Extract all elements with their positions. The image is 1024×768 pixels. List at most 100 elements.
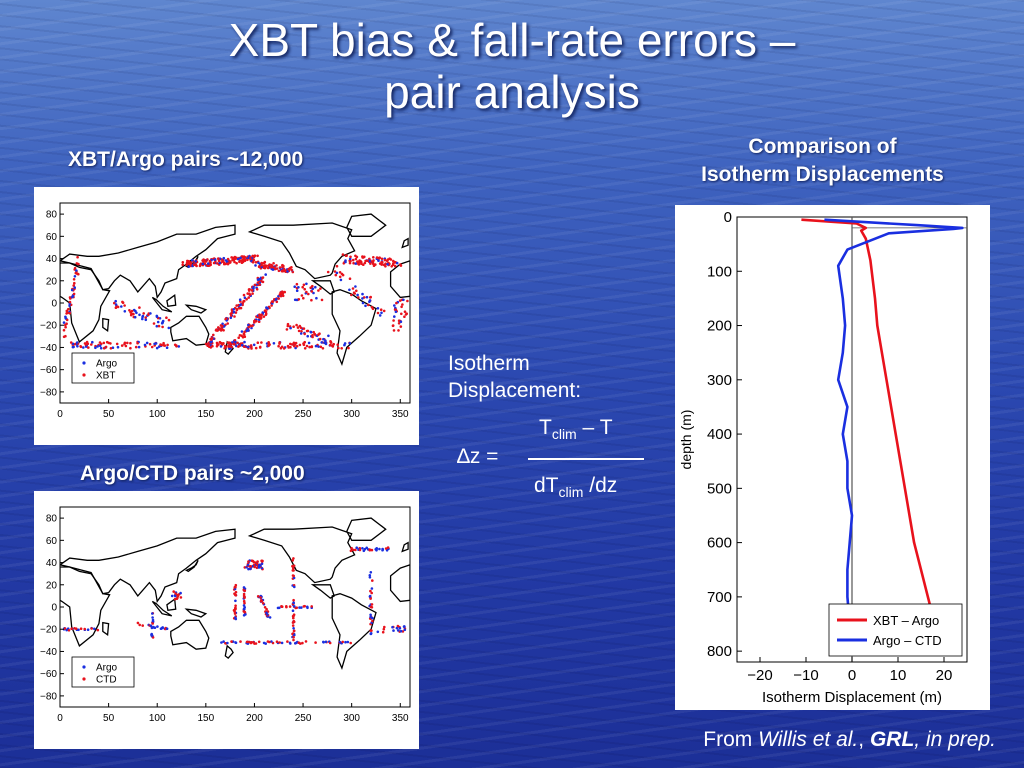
legend-box bbox=[71, 352, 135, 384]
data-point bbox=[73, 266, 77, 270]
data-point bbox=[290, 266, 293, 269]
data-point bbox=[251, 292, 254, 295]
data-point bbox=[267, 344, 270, 347]
data-point bbox=[354, 285, 357, 288]
data-point bbox=[138, 313, 141, 317]
data-point bbox=[132, 312, 135, 316]
data-point bbox=[165, 627, 169, 630]
source-prefix: From bbox=[703, 728, 759, 751]
data-point bbox=[337, 346, 340, 350]
data-point bbox=[291, 569, 295, 572]
data-point bbox=[374, 548, 378, 551]
data-point bbox=[303, 332, 307, 336]
data-point bbox=[72, 284, 75, 287]
y-tick-label: 500 bbox=[707, 480, 732, 497]
legend-marker bbox=[82, 677, 86, 681]
data-point bbox=[295, 344, 299, 348]
data-point bbox=[232, 310, 236, 314]
data-point bbox=[256, 341, 260, 344]
data-point bbox=[314, 285, 317, 289]
data-point bbox=[252, 641, 255, 644]
data-point bbox=[355, 255, 359, 259]
data-point bbox=[369, 296, 372, 299]
data-point bbox=[326, 270, 330, 274]
data-point bbox=[346, 640, 350, 644]
data-point bbox=[217, 257, 220, 261]
data-point bbox=[85, 340, 89, 344]
data-point bbox=[242, 599, 246, 603]
data-point bbox=[310, 290, 314, 293]
data-point bbox=[293, 344, 296, 348]
data-point bbox=[298, 606, 301, 609]
data-point bbox=[238, 298, 242, 301]
data-point bbox=[302, 327, 306, 330]
data-point bbox=[93, 627, 96, 631]
data-point bbox=[371, 619, 374, 623]
data-point bbox=[282, 347, 286, 350]
coastline bbox=[60, 566, 111, 647]
data-point bbox=[222, 342, 225, 345]
argo-ctd-map-plot: 0 50 100 150 200 250 300 350806040200−20−40−60−… bbox=[40, 506, 411, 724]
data-point bbox=[204, 260, 208, 263]
data-point bbox=[392, 329, 396, 332]
data-point bbox=[172, 590, 175, 593]
data-point bbox=[65, 628, 68, 632]
data-point bbox=[357, 296, 360, 299]
data-point bbox=[401, 303, 404, 306]
data-point bbox=[79, 627, 83, 630]
data-point bbox=[295, 282, 299, 286]
data-point bbox=[265, 306, 268, 309]
data-point bbox=[364, 304, 367, 308]
data-point bbox=[257, 640, 261, 644]
data-point bbox=[348, 261, 352, 265]
data-point bbox=[369, 613, 372, 617]
data-point bbox=[278, 641, 281, 644]
data-point bbox=[368, 548, 372, 551]
coastline bbox=[224, 644, 234, 659]
data-point bbox=[233, 260, 236, 264]
data-point bbox=[237, 336, 240, 339]
data-point bbox=[259, 277, 262, 281]
data-point bbox=[392, 262, 395, 265]
data-point bbox=[354, 257, 358, 261]
data-point bbox=[141, 317, 144, 321]
data-point bbox=[350, 546, 353, 550]
data-point bbox=[128, 309, 131, 312]
data-point bbox=[361, 292, 364, 296]
data-point bbox=[395, 626, 399, 630]
data-point bbox=[266, 640, 270, 643]
data-point bbox=[174, 592, 177, 595]
data-point bbox=[258, 345, 262, 349]
data-point bbox=[271, 268, 275, 271]
data-point bbox=[303, 347, 307, 350]
y-tick-label: 200 bbox=[707, 318, 732, 335]
data-point bbox=[67, 307, 70, 311]
x-tick-label: 300 bbox=[343, 713, 360, 724]
y-tick-label: 40 bbox=[46, 558, 58, 569]
data-point bbox=[156, 625, 159, 628]
data-point bbox=[160, 626, 164, 630]
data-point bbox=[69, 297, 72, 300]
data-point bbox=[256, 254, 259, 258]
data-point bbox=[151, 618, 155, 622]
data-point bbox=[111, 346, 115, 349]
y-tick-label: −20 bbox=[40, 625, 57, 636]
data-point bbox=[75, 269, 78, 272]
data-point bbox=[379, 308, 383, 311]
data-point bbox=[318, 337, 322, 341]
data-point bbox=[335, 264, 339, 268]
data-point bbox=[134, 309, 137, 313]
data-point bbox=[136, 621, 140, 625]
data-point bbox=[179, 596, 183, 599]
data-point bbox=[362, 256, 365, 259]
data-point bbox=[241, 302, 244, 305]
data-point bbox=[73, 275, 77, 278]
data-point bbox=[295, 289, 299, 292]
data-point bbox=[265, 611, 268, 615]
source-sep: , bbox=[858, 728, 870, 751]
data-point bbox=[67, 629, 71, 632]
data-point bbox=[170, 594, 174, 598]
data-point bbox=[381, 261, 384, 264]
data-point bbox=[361, 297, 364, 300]
data-point bbox=[293, 585, 296, 589]
